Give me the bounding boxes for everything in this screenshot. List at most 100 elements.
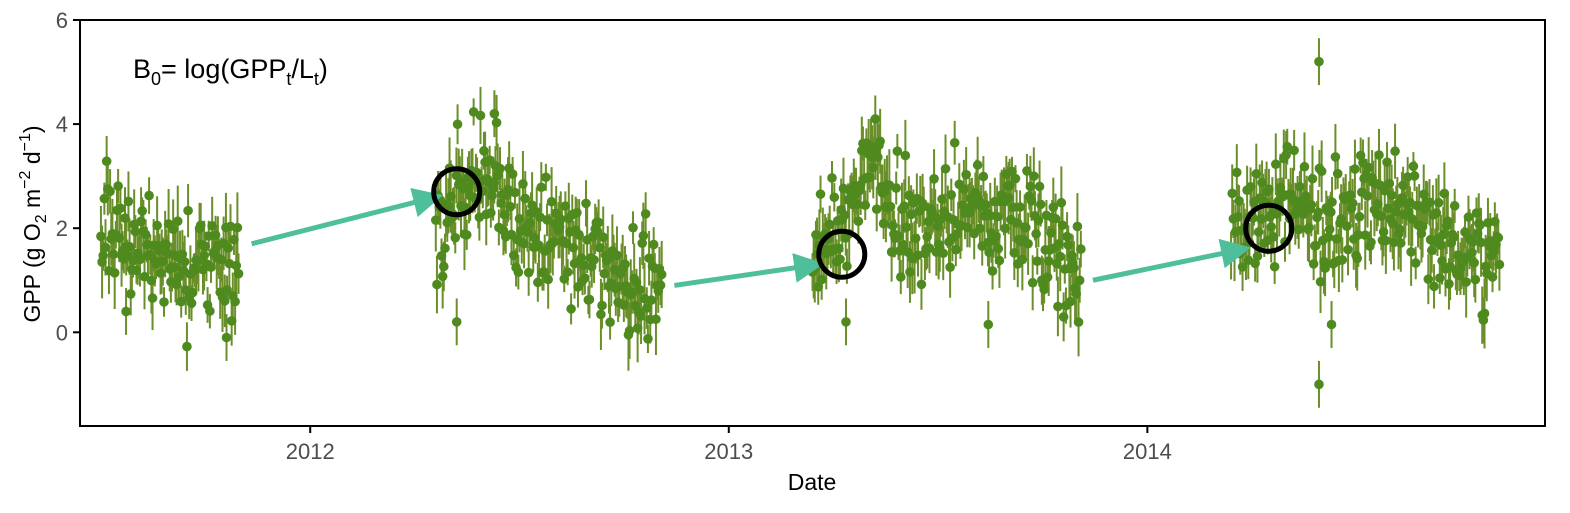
data-point <box>195 220 206 231</box>
data-point <box>475 110 486 121</box>
data-point <box>1234 196 1244 206</box>
data-point <box>230 296 240 307</box>
data-point <box>452 119 463 130</box>
data-point <box>875 136 885 147</box>
data-point <box>1306 200 1317 210</box>
data-point <box>1269 261 1280 272</box>
data-point <box>495 163 505 174</box>
data-point <box>1046 228 1056 238</box>
data-point <box>949 137 960 148</box>
data-point <box>1448 232 1459 243</box>
data-point <box>1387 218 1398 229</box>
y-axis-title: GPP (g O2 m−2 d−1) <box>17 125 50 322</box>
data-point <box>486 208 496 218</box>
data-point <box>1017 254 1028 265</box>
data-point <box>1065 296 1076 307</box>
data-point <box>562 267 573 277</box>
data-point <box>878 218 889 229</box>
data-point <box>221 332 232 343</box>
data-point <box>137 206 148 216</box>
season-arrow <box>250 187 444 247</box>
data-point <box>1072 221 1083 232</box>
data-point <box>1311 240 1321 251</box>
data-point <box>900 150 911 161</box>
data-point <box>842 261 852 272</box>
data-point <box>1245 182 1256 192</box>
data-point <box>114 233 125 243</box>
data-point <box>1493 232 1504 243</box>
data-point <box>1264 184 1274 195</box>
data-point <box>1360 230 1371 241</box>
data-point <box>152 220 162 231</box>
data-point <box>827 173 837 183</box>
data-point <box>518 179 528 189</box>
data-point <box>542 215 552 225</box>
data-point <box>1469 257 1479 268</box>
data-point <box>1395 238 1406 248</box>
data-point <box>158 256 168 267</box>
data-point <box>651 314 661 325</box>
data-point <box>514 213 525 224</box>
data-point <box>432 279 442 290</box>
data-point <box>1347 198 1358 208</box>
data-point <box>1418 189 1429 200</box>
data-point <box>635 285 645 295</box>
data-point <box>910 233 921 244</box>
data-point <box>576 253 587 263</box>
x-tick-label: 2013 <box>704 439 753 464</box>
data-point <box>1069 263 1079 273</box>
data-point <box>109 268 120 278</box>
data-point <box>1409 171 1420 181</box>
data-point <box>1417 221 1428 232</box>
data-point <box>1423 274 1434 285</box>
data-point <box>636 311 646 321</box>
data-point <box>105 186 115 197</box>
data-point <box>574 230 584 240</box>
data-points <box>96 56 1505 390</box>
data-point <box>1314 56 1324 67</box>
data-point <box>179 256 190 267</box>
data-point <box>1438 229 1449 240</box>
data-point <box>1470 274 1481 285</box>
data-point <box>870 114 881 124</box>
data-point <box>1443 216 1453 227</box>
data-point <box>100 242 111 253</box>
data-point <box>578 260 589 271</box>
data-point <box>631 277 642 288</box>
data-point <box>536 182 547 193</box>
data-point <box>992 211 1002 222</box>
data-point <box>975 223 985 234</box>
data-point <box>1314 379 1324 390</box>
data-point <box>952 229 962 239</box>
data-point <box>584 294 595 305</box>
data-point <box>1433 197 1444 208</box>
data-point <box>961 169 971 180</box>
data-point <box>1029 171 1039 181</box>
data-point <box>560 201 571 211</box>
data-point <box>1379 185 1390 196</box>
data-point <box>1227 188 1238 199</box>
data-point <box>1281 150 1291 160</box>
data-point <box>98 250 109 261</box>
data-point <box>1436 240 1446 251</box>
data-point <box>505 201 516 212</box>
data-point <box>1487 272 1498 282</box>
data-point <box>1288 195 1298 206</box>
y-tick-label: 4 <box>56 112 68 137</box>
data-point <box>1063 240 1074 250</box>
data-point <box>1027 277 1038 288</box>
data-point <box>1326 319 1337 330</box>
data-point <box>619 300 629 310</box>
data-point <box>1475 220 1485 230</box>
data-point <box>1449 201 1460 211</box>
data-point <box>440 243 450 254</box>
data-point <box>1022 166 1032 176</box>
data-point <box>1031 229 1041 239</box>
y-axis: 0 2 4 6 <box>56 8 80 345</box>
data-point <box>1342 221 1352 231</box>
data-point <box>529 233 540 243</box>
data-point <box>125 289 136 299</box>
data-point <box>479 146 489 156</box>
data-point <box>496 198 506 208</box>
